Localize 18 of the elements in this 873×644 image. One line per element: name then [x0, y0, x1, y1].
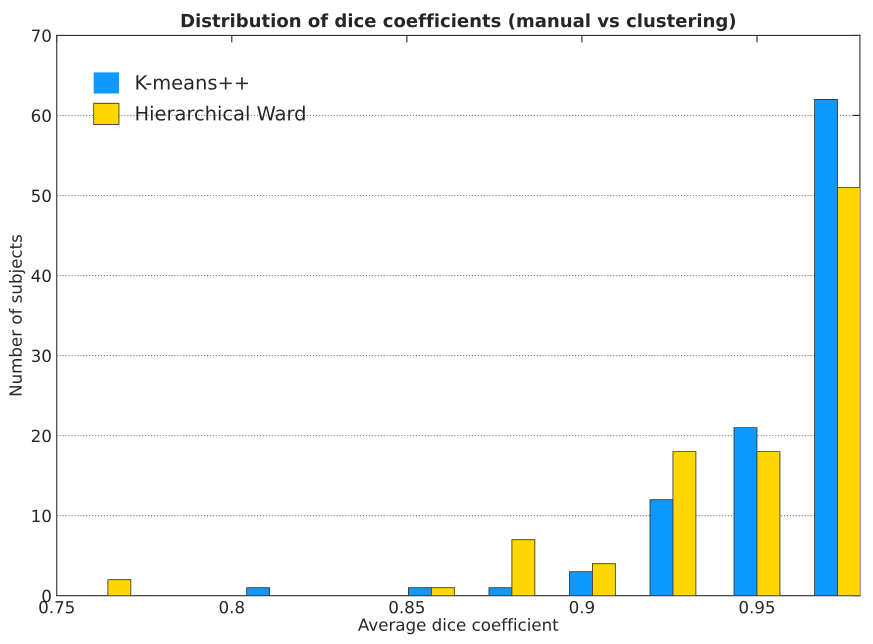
chart-title: Distribution of dice coefficients (manual vs clustering): [182, 13, 736, 31]
x-tick-label: 0.8: [220, 600, 244, 614]
y-axis-title: Number of subjects: [8, 235, 26, 396]
y-tick-label: 60: [32, 109, 51, 122]
x-tick-label: 0.95: [740, 600, 774, 614]
x-tick-label: 0.85: [389, 600, 424, 614]
x-tick-label: 0.9: [570, 600, 594, 614]
y-tick-label: 50: [32, 189, 51, 202]
y-tick-label: 20: [32, 430, 51, 442]
x-axis-title: Average dice coefficient: [358, 618, 558, 634]
legend-label: K-means++: [136, 75, 248, 90]
y-tick-label: 30: [32, 350, 51, 362]
y-tick-label: 40: [31, 270, 51, 282]
legend-label: Hierarchical Ward: [136, 106, 305, 121]
y-tick-label: 0: [42, 590, 51, 602]
x-tick-label: 0.75: [39, 600, 74, 614]
y-tick-label: 10: [32, 510, 51, 522]
y-tick-label: 70: [32, 29, 51, 42]
